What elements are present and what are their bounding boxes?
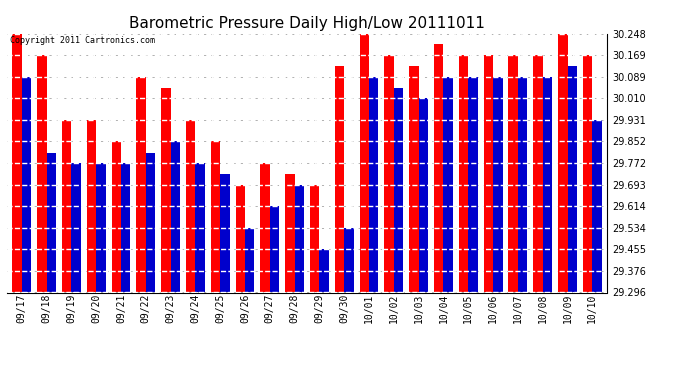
Bar: [170, 141, 180, 292]
Bar: [295, 184, 304, 292]
Bar: [558, 34, 567, 292]
Bar: [245, 228, 255, 292]
Bar: [22, 77, 31, 292]
Bar: [493, 77, 502, 292]
Bar: [195, 163, 205, 292]
Bar: [459, 55, 469, 292]
Bar: [285, 174, 295, 292]
Bar: [344, 228, 354, 292]
Bar: [137, 77, 146, 292]
Bar: [310, 184, 319, 292]
Bar: [484, 55, 493, 292]
Bar: [270, 206, 279, 292]
Bar: [220, 174, 230, 292]
Bar: [543, 77, 552, 292]
Bar: [37, 55, 47, 292]
Bar: [384, 55, 394, 292]
Bar: [62, 120, 71, 292]
Bar: [146, 153, 155, 292]
Bar: [319, 249, 329, 292]
Bar: [394, 88, 403, 292]
Text: Copyright 2011 Cartronics.com: Copyright 2011 Cartronics.com: [10, 36, 155, 45]
Bar: [235, 184, 245, 292]
Bar: [87, 120, 96, 292]
Bar: [186, 120, 195, 292]
Bar: [260, 163, 270, 292]
Bar: [121, 163, 130, 292]
Bar: [211, 141, 220, 292]
Bar: [71, 163, 81, 292]
Bar: [47, 153, 56, 292]
Bar: [112, 141, 121, 292]
Bar: [419, 98, 428, 292]
Bar: [444, 77, 453, 292]
Bar: [359, 34, 369, 292]
Bar: [434, 44, 444, 292]
Bar: [533, 55, 543, 292]
Bar: [12, 34, 22, 292]
Bar: [567, 66, 577, 292]
Bar: [518, 77, 527, 292]
Bar: [583, 55, 592, 292]
Bar: [161, 88, 170, 292]
Bar: [335, 66, 344, 292]
Bar: [409, 66, 419, 292]
Bar: [592, 120, 602, 292]
Bar: [96, 163, 106, 292]
Bar: [509, 55, 518, 292]
Bar: [369, 77, 379, 292]
Title: Barometric Pressure Daily High/Low 20111011: Barometric Pressure Daily High/Low 20111…: [129, 16, 485, 31]
Bar: [469, 77, 477, 292]
